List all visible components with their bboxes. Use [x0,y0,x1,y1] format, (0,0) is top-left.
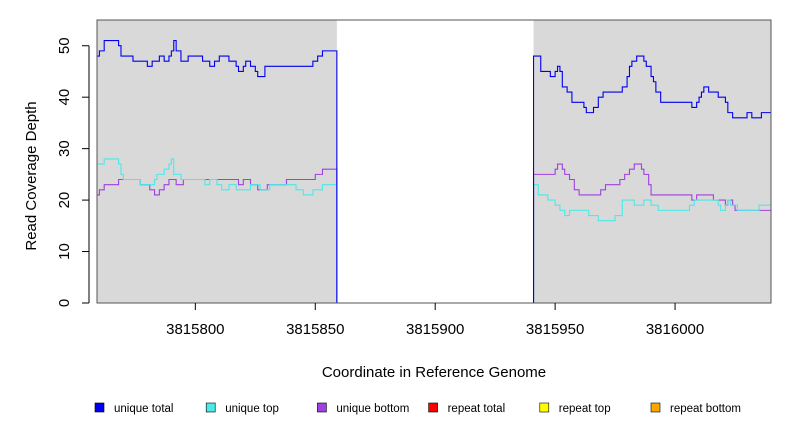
shaded-region-1 [97,20,337,303]
legend-swatch [205,402,216,413]
legend-item-repeat-top: repeat top [539,402,611,415]
legend-label: unique total [114,403,173,415]
x-tick-label: 3816000 [646,321,704,338]
x-axis-label: Coordinate in Reference Genome [322,364,546,381]
y-tick-label: 40 [56,89,73,106]
y-tick-label: 10 [56,243,73,260]
x-tick-label: 3815850 [286,321,344,338]
plot-frame [96,19,772,304]
legend-swatch [317,402,327,413]
y-tick-label: 20 [56,192,73,209]
legend-item-unique-total: unique total [94,402,173,415]
legend-swatch [650,402,661,413]
legend-swatch [539,402,550,413]
x-tick-label: 3815950 [526,321,584,338]
x-tick-label: 3815800 [166,321,224,338]
legend-label: unique top [225,403,279,415]
x-axis: 3815800 3815850 3815900 3815950 3816000 [166,303,704,338]
legend-item-unique-bottom: unique bottom [317,402,409,415]
x-tick-label: 3815900 [406,321,464,338]
legend: unique total unique top unique bottom repea… [94,402,741,415]
legend-label: repeat top [559,403,611,415]
y-tick-label: 0 [56,299,73,307]
legend-item-repeat-total: repeat total [428,402,506,415]
legend-label: unique bottom [336,403,409,415]
legend-swatch [94,402,105,413]
legend-label: repeat bottom [670,403,741,415]
series-line-unique-bottom [97,163,771,304]
series-line-unique-total [97,40,771,304]
legend-label: repeat total [448,403,506,415]
y-axis: 0 10 20 30 40 50 [56,37,90,307]
shaded-region-2 [533,20,771,303]
y-tick-label: 30 [56,140,73,157]
legend-swatch [428,402,438,413]
shaded-regions [97,20,771,303]
y-tick-label: 50 [56,37,73,54]
legend-item-unique-top: unique top [205,402,279,415]
series-line-unique-top [97,158,771,304]
y-axis-label: Read Coverage Depth [23,101,40,250]
legend-item-repeat-bottom: repeat bottom [650,402,741,415]
